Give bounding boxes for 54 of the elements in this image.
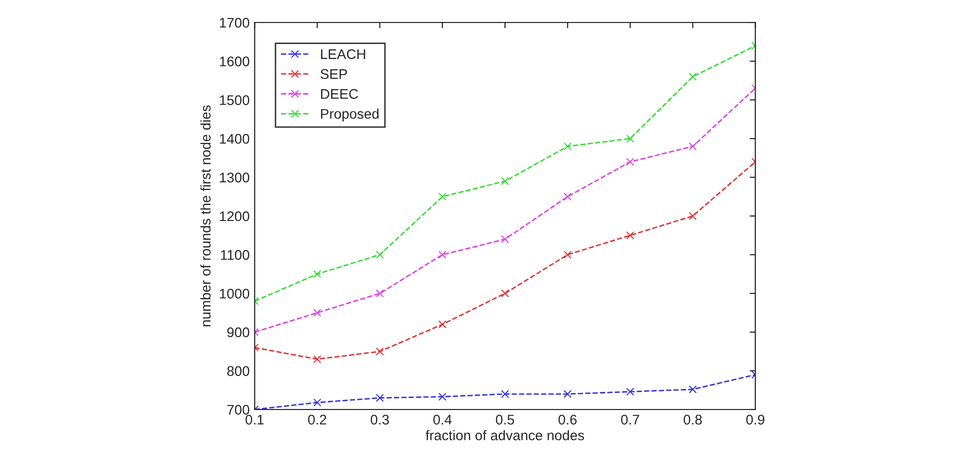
point [688, 212, 697, 220]
point [564, 142, 572, 150]
legend-label: DEEC [321, 89, 358, 99]
y-tick-label: 1300 [220, 172, 250, 182]
x-tick-label: 0.4 [433, 414, 452, 425]
point [501, 390, 509, 398]
point [626, 134, 634, 143]
x-tick-label: 0.6 [558, 414, 577, 425]
point [501, 289, 509, 298]
y-tick-label: 1200 [220, 211, 250, 222]
y-tick-label: 700 [227, 404, 250, 415]
point [313, 270, 322, 278]
point [564, 250, 572, 259]
point [376, 347, 384, 356]
point [438, 320, 446, 328]
point [501, 177, 509, 186]
x-tick-label: 0.7 [621, 414, 640, 425]
x-tick-label: 0.8 [684, 414, 702, 425]
point [438, 192, 446, 201]
point [626, 231, 634, 240]
point [313, 398, 322, 407]
point [313, 355, 322, 364]
y-tick-label: 1500 [220, 95, 250, 106]
point [376, 394, 384, 402]
x-tick-label: 0.3 [370, 414, 389, 425]
point [501, 235, 509, 244]
point [564, 390, 572, 398]
point [688, 385, 697, 394]
legend-label: SEP [320, 69, 347, 79]
y-tick-label: 1700 [220, 18, 250, 28]
x-tick-label: 0.1 [246, 414, 264, 425]
y-tick-label: 1000 [220, 288, 250, 299]
point [688, 72, 697, 81]
point [313, 308, 322, 317]
x-tick-label: 0.2 [308, 414, 326, 425]
point [626, 158, 634, 166]
point [564, 192, 572, 201]
legend-label: Proposed [321, 108, 379, 122]
point [376, 289, 384, 298]
x-axis-title: fraction of advance nodes [426, 430, 584, 440]
y-tick-label: 1600 [220, 56, 250, 66]
x-tick-label: 0.5 [496, 414, 514, 425]
y-tick-label: 800 [227, 366, 250, 376]
y-tick-label: 900 [227, 327, 250, 338]
y-tick-label: 1100 [220, 250, 250, 260]
point [438, 250, 446, 259]
point [438, 392, 446, 401]
y-axis-title: number of rounds the first node dies [200, 105, 211, 326]
x-tick-label: 0.9 [746, 414, 764, 425]
y-tick-label: 1400 [220, 134, 250, 144]
legend-label: LEACH [321, 49, 366, 60]
point [376, 250, 384, 259]
point [688, 142, 697, 150]
point [626, 388, 634, 396]
